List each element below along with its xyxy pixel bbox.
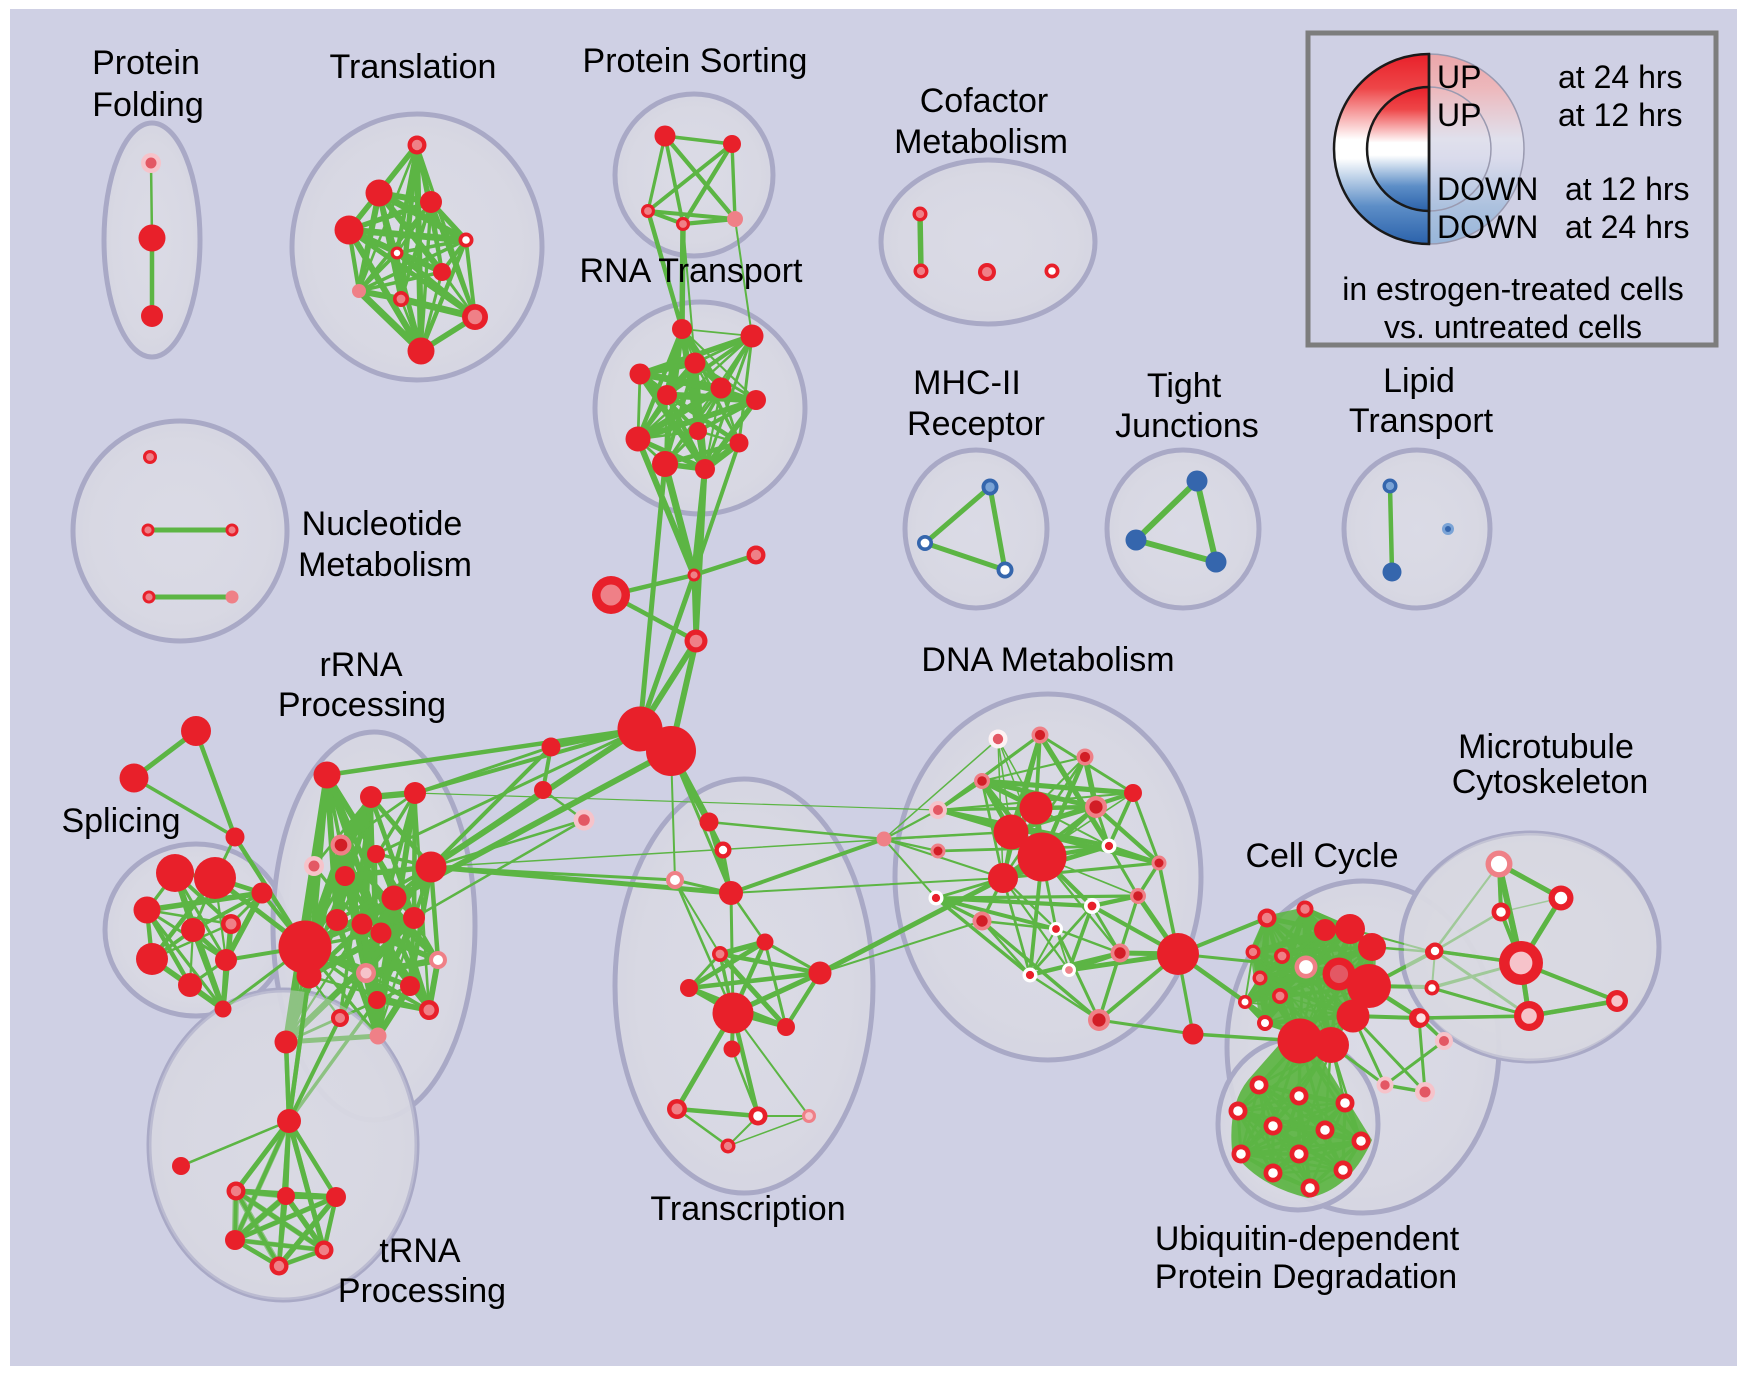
svg-text:Cell Cycle: Cell Cycle bbox=[1245, 837, 1398, 875]
svg-text:tRNA: tRNA bbox=[379, 1232, 461, 1270]
svg-text:Junctions: Junctions bbox=[1115, 407, 1259, 445]
svg-text:DNA Metabolism: DNA Metabolism bbox=[921, 641, 1174, 679]
svg-text:Metabolism: Metabolism bbox=[298, 546, 472, 584]
svg-text:Folding: Folding bbox=[92, 86, 204, 124]
svg-text:Translation: Translation bbox=[330, 48, 497, 86]
svg-text:Lipid: Lipid bbox=[1383, 362, 1455, 400]
svg-text:RNA Transport: RNA Transport bbox=[580, 252, 804, 290]
svg-text:Tight: Tight bbox=[1147, 367, 1222, 405]
svg-text:Protein Degradation: Protein Degradation bbox=[1155, 1258, 1457, 1296]
svg-text:Transport: Transport bbox=[1349, 402, 1494, 440]
svg-text:Protein Sorting: Protein Sorting bbox=[583, 42, 808, 80]
svg-text:DOWN: DOWN bbox=[1437, 171, 1538, 207]
svg-text:Microtubule: Microtubule bbox=[1458, 728, 1634, 766]
svg-text:Protein: Protein bbox=[92, 44, 200, 82]
svg-text:at 12 hrs: at 12 hrs bbox=[1558, 97, 1683, 133]
svg-text:in estrogen-treated cells: in estrogen-treated cells bbox=[1342, 271, 1684, 307]
svg-text:Transcription: Transcription bbox=[650, 1190, 845, 1228]
svg-text:vs. untreated cells: vs. untreated cells bbox=[1384, 309, 1642, 345]
svg-text:at 12 hrs: at 12 hrs bbox=[1565, 171, 1690, 207]
svg-text:Cofactor: Cofactor bbox=[920, 82, 1049, 120]
svg-text:Splicing: Splicing bbox=[61, 802, 180, 840]
svg-text:at 24 hrs: at 24 hrs bbox=[1565, 209, 1690, 245]
svg-text:Metabolism: Metabolism bbox=[894, 123, 1068, 161]
svg-text:rRNA: rRNA bbox=[319, 646, 402, 684]
svg-text:Processing: Processing bbox=[278, 686, 446, 724]
svg-text:Ubiquitin-dependent: Ubiquitin-dependent bbox=[1155, 1220, 1460, 1258]
svg-text:at 24 hrs: at 24 hrs bbox=[1558, 59, 1683, 95]
svg-text:DOWN: DOWN bbox=[1437, 209, 1538, 245]
svg-text:Receptor: Receptor bbox=[907, 405, 1045, 443]
svg-text:Cytoskeleton: Cytoskeleton bbox=[1452, 763, 1649, 801]
svg-text:Nucleotide: Nucleotide bbox=[302, 505, 463, 543]
svg-text:Processing: Processing bbox=[338, 1272, 506, 1310]
svg-text:UP: UP bbox=[1437, 59, 1481, 95]
svg-text:UP: UP bbox=[1437, 97, 1481, 133]
svg-text:MHC-II: MHC-II bbox=[913, 364, 1021, 402]
